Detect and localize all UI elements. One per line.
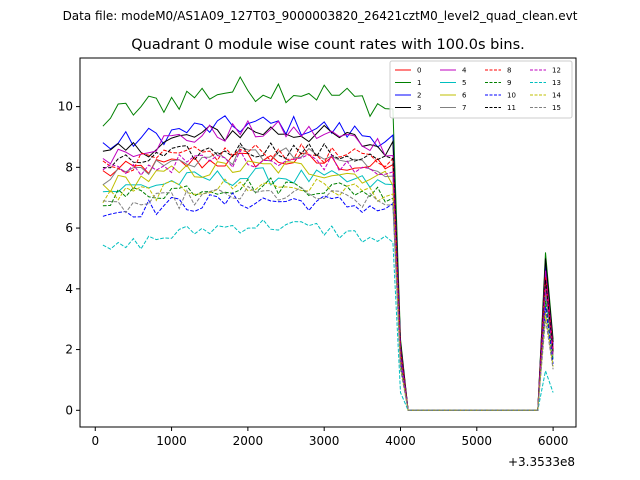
x-axis: 0 1000 2000 3000 4000 5000 6000 [91,427,568,448]
legend-label-6: 6 [462,92,467,100]
axes-frame [79,57,577,428]
legend-label-11: 11 [507,104,516,112]
legend-label-3: 3 [417,104,421,112]
y-tick-label: 4 [65,282,73,296]
series-line-4 [102,119,554,411]
legend-box [389,60,573,119]
series-line-14 [102,178,554,411]
y-tick-label: 8 [65,160,73,174]
series-line-8 [102,143,554,411]
chart-title: Quadrant 0 module wise count rates with … [131,37,525,53]
series-line-15 [102,185,554,411]
chart-suptitle: Data file: modeM0/AS1A09_127T03_90000038… [63,9,578,23]
legend-label-2: 2 [417,92,421,100]
x-tick-label: 3000 [309,434,340,448]
legend-label-0: 0 [417,67,421,75]
y-tick-label: 10 [58,100,73,114]
x-tick-label: 2000 [233,434,264,448]
legend-label-5: 5 [462,79,466,87]
legend-label-15: 15 [552,104,561,112]
y-tick-label: 0 [65,403,73,417]
x-tick-label: 6000 [538,434,569,448]
series-line-9 [102,177,554,411]
x-tick-label: 5000 [462,434,493,448]
y-axis: 0 2 4 6 8 10 [58,100,80,417]
legend-label-14: 14 [552,92,561,100]
x-offset-label: +3.3533e8 [508,455,575,469]
series-line-12 [102,149,554,411]
series-line-0 [102,152,554,411]
legend-label-8: 8 [507,67,511,75]
series-line-5 [102,167,554,411]
legend-label-10: 10 [507,92,516,100]
series-line-7 [102,146,554,411]
plot-lines [102,75,554,411]
legend-label-12: 12 [552,67,561,75]
series-line-3 [102,124,554,411]
series-line-10 [102,191,554,411]
x-tick-label: 1000 [156,434,187,448]
y-tick-label: 6 [65,221,73,235]
legend-label-13: 13 [552,79,561,87]
legend-label-7: 7 [462,104,466,112]
legend-label-4: 4 [462,67,467,75]
legend-label-9: 9 [507,79,511,87]
series-line-11 [102,142,554,411]
y-tick-label: 2 [65,343,73,357]
x-tick-label: 0 [91,434,99,448]
x-tick-label: 4000 [385,434,416,448]
series-line-13 [102,219,554,411]
legend-label-1: 1 [417,79,421,87]
